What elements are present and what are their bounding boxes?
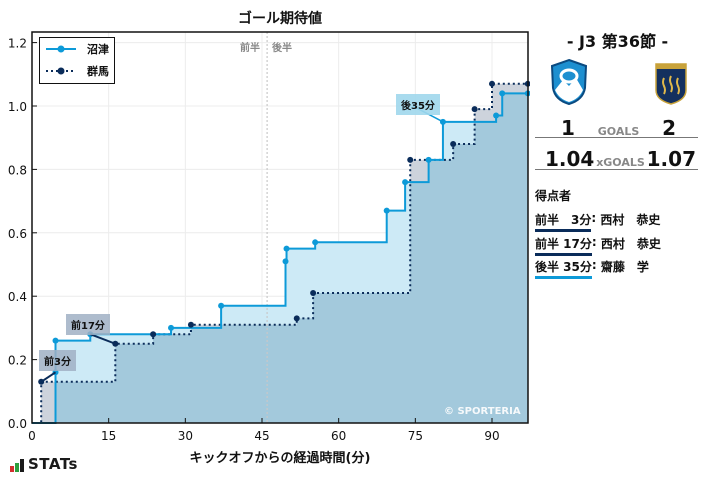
svg-text:0.6: 0.6 <box>8 227 27 241</box>
home-xg: 1.04 <box>545 147 595 171</box>
svg-text:1.0: 1.0 <box>8 100 27 114</box>
copyright: © SPORTERIA <box>444 406 521 417</box>
home-team-crest-icon <box>550 58 588 106</box>
annotation-goal-80: 後35分 <box>396 94 440 115</box>
svg-text:0: 0 <box>28 429 36 443</box>
axes: 0 15 30 45 60 75 90 0.0 0.2 0.4 0.6 0.8 1.0 1.2 <box>8 31 529 443</box>
svg-text:1.2: 1.2 <box>8 37 27 51</box>
chart-title: ゴール期待値 <box>238 11 322 27</box>
annotation-goal-17: 前17分 <box>66 314 110 335</box>
series-lines <box>32 80 530 424</box>
away-xg: 1.07 <box>646 147 696 171</box>
scorer-item: 前半 17分: 西村 恭史 <box>535 235 661 256</box>
legend: 沼津 群馬 <box>39 37 115 84</box>
svg-text:0.0: 0.0 <box>8 417 27 431</box>
svg-text:75: 75 <box>408 429 423 443</box>
xgoals-label: xGOALS <box>596 156 645 169</box>
annotation-goal-3: 前3分 <box>39 350 76 371</box>
legend-item-home: 沼津 <box>44 43 109 56</box>
area-fills <box>32 83 528 423</box>
svg-text:15: 15 <box>101 429 116 443</box>
scorers-title: 得点者 <box>535 189 572 203</box>
svg-text:0.4: 0.4 <box>8 290 27 304</box>
stats-logo: STATs <box>10 457 78 472</box>
match-title: - J3 第36節 - <box>566 32 669 51</box>
away-team-crest-icon <box>655 63 687 105</box>
dotted-line-marker-icon <box>46 67 76 75</box>
svg-text:60: 60 <box>331 429 346 443</box>
legend-item-away: 群馬 <box>44 65 109 78</box>
away-goals: 2 <box>662 116 676 140</box>
xgoals-row: 1.04 xGOALS 1.07 <box>535 147 698 171</box>
goals-label: GOALS <box>597 125 640 138</box>
scorer-item: 前半 3分: 西村 恭史 <box>535 211 660 232</box>
xg-chart: 0 15 30 45 60 75 90 0.0 0.2 0.4 0.6 0.8 1.0 1.2 <box>8 31 530 443</box>
scorer-item: 後半 35分: 齋藤 学 <box>535 258 649 279</box>
x-axis-label: キックオフからの経過時間(分) <box>189 451 371 466</box>
goals-row: 1 GOALS 2 <box>535 116 698 140</box>
first-half-label: 前半 <box>240 43 260 54</box>
svg-text:30: 30 <box>178 429 193 443</box>
svg-text:0.8: 0.8 <box>8 163 27 177</box>
svg-text:90: 90 <box>484 429 499 443</box>
svg-text:45: 45 <box>254 429 269 443</box>
solid-line-marker-icon <box>46 45 76 53</box>
second-half-label: 後半 <box>272 43 292 54</box>
svg-text:0.2: 0.2 <box>8 354 27 368</box>
bar-chart-icon <box>10 459 24 472</box>
home-goals: 1 <box>561 116 575 140</box>
